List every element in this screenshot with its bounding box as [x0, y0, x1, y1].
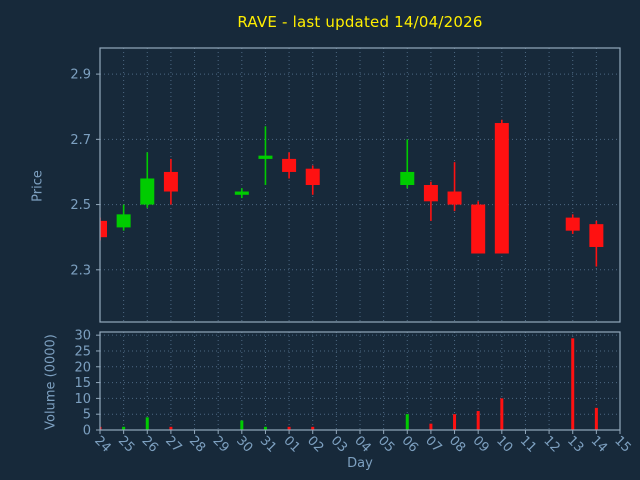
x-tick-label: 11 — [517, 433, 539, 455]
x-tick-label: 27 — [162, 433, 184, 455]
volume-tick-label: 10 — [74, 392, 91, 407]
candle-07 — [423, 181, 438, 221]
candle-13 — [565, 214, 580, 234]
x-tick-label: 14 — [588, 433, 610, 455]
candle-08 — [447, 162, 462, 212]
candle-27 — [163, 158, 178, 205]
x-tick-label: 02 — [304, 433, 326, 455]
candle-25 — [116, 204, 131, 231]
x-tick-label: 25 — [115, 433, 137, 455]
x-tick-label: 04 — [351, 433, 373, 455]
candle-31 — [258, 126, 273, 185]
price-tick-label: 2.9 — [70, 68, 91, 83]
volume-tick-label: 0 — [83, 424, 91, 439]
x-tick-label: 07 — [422, 433, 444, 455]
volume-bar — [287, 426, 291, 430]
x-tick-label: 05 — [375, 433, 397, 455]
volume-bar — [453, 414, 457, 430]
candle-14 — [589, 220, 604, 267]
volume-tick-label: 30 — [74, 329, 91, 344]
volume-bar — [169, 426, 173, 430]
plot-frame — [99, 47, 621, 323]
volume-tick-label: 15 — [74, 376, 91, 391]
volume-bar — [311, 426, 315, 430]
volume-bar — [122, 426, 126, 430]
price-tick-label: 2.3 — [70, 263, 91, 278]
x-tick-label: 08 — [446, 433, 468, 455]
x-tick-label: 31 — [257, 433, 279, 455]
candle-26 — [140, 152, 155, 208]
x-tick-label: 29 — [210, 433, 232, 455]
x-tick-label: 10 — [493, 433, 515, 455]
volume-bar — [100, 426, 102, 430]
x-tick-label: 09 — [470, 433, 492, 455]
x-tick-label: 03 — [328, 433, 350, 455]
x-axis-label: Day — [347, 456, 373, 471]
volume-tick-label: 25 — [74, 344, 91, 359]
x-tick-label: 26 — [139, 433, 161, 455]
volume-bar — [263, 426, 267, 430]
volume-bar — [500, 398, 504, 430]
x-tick-label: 28 — [186, 433, 208, 455]
volume-bar — [594, 407, 598, 430]
candle-01 — [282, 152, 297, 179]
volume-bar — [240, 420, 244, 430]
volume-bar — [405, 414, 409, 430]
x-tick-label: 24 — [91, 433, 113, 455]
volume-tick-label: 5 — [83, 408, 91, 423]
volume-bar — [429, 423, 433, 430]
chart-title: RAVE - last updated 14/04/2026 — [237, 13, 483, 31]
candle-02 — [305, 165, 320, 195]
volume-bar — [145, 417, 149, 430]
x-tick-label: 12 — [540, 433, 562, 455]
x-tick-label: 15 — [611, 433, 633, 455]
candle-30 — [234, 188, 249, 199]
candle-06 — [400, 139, 415, 189]
x-tick-label: 01 — [280, 433, 302, 455]
x-tick-label: 06 — [399, 433, 421, 455]
volume-bars — [100, 338, 598, 430]
volume-bar — [476, 411, 480, 430]
candle-10 — [494, 119, 509, 254]
candles — [100, 119, 604, 267]
candle-24 — [100, 217, 107, 241]
candle-09 — [471, 201, 486, 254]
x-tick-label: 13 — [564, 433, 586, 455]
volume-bar — [571, 338, 575, 430]
volume-tick-label: 20 — [74, 360, 91, 375]
x-tick-label: 30 — [233, 433, 255, 455]
price-tick-label: 2.5 — [70, 198, 91, 213]
price-tick-label: 2.7 — [70, 133, 91, 148]
